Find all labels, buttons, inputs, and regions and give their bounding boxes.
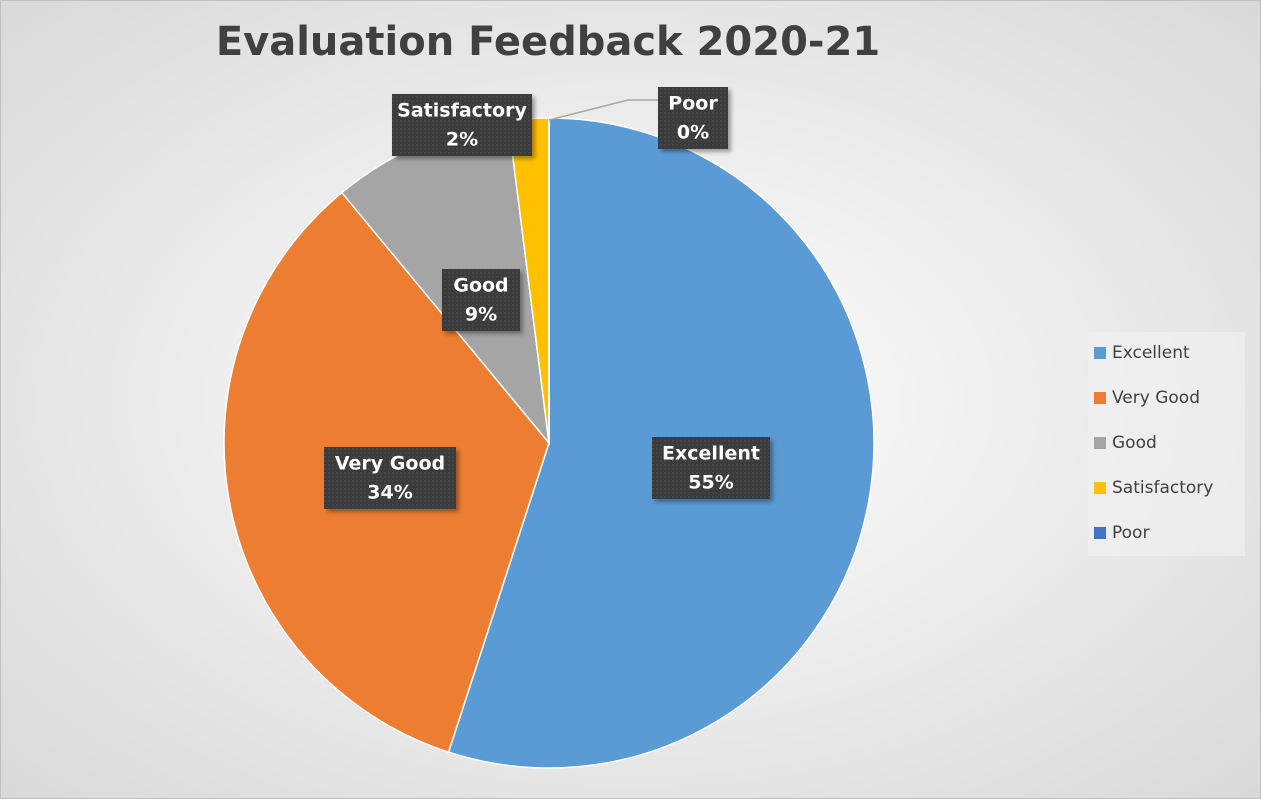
data-label-category: Satisfactory [397,100,527,122]
data-label-box [658,87,728,149]
legend-label: Good [1112,433,1157,453]
data-label-category: Very Good [335,453,445,475]
legend-label: Satisfactory [1112,478,1213,498]
legend-label: Very Good [1112,388,1200,408]
legend-swatch [1094,437,1106,449]
leader-line [548,99,658,121]
legend-label: Poor [1112,523,1149,543]
legend-swatch [1094,527,1106,539]
data-label-box [652,437,770,499]
data-label-value: 2% [446,129,478,151]
data-label-value: 55% [688,472,733,494]
legend-swatch [1094,392,1106,404]
data-label-box [392,94,532,156]
data-label-value: 34% [367,482,412,504]
data-label-value: 9% [465,304,497,326]
legend-box [1088,332,1245,556]
data-label-value: 0% [677,122,709,144]
data-label-category: Poor [668,93,718,115]
data-label-box [324,447,456,509]
legend-label: Excellent [1112,343,1190,363]
legend-swatch [1094,482,1106,494]
data-label-category: Excellent [662,443,760,465]
chart-title: Evaluation Feedback 2020-21 [216,19,880,65]
data-label-category: Good [453,275,508,297]
legend-swatch [1094,347,1106,359]
data-label-box [442,269,520,331]
